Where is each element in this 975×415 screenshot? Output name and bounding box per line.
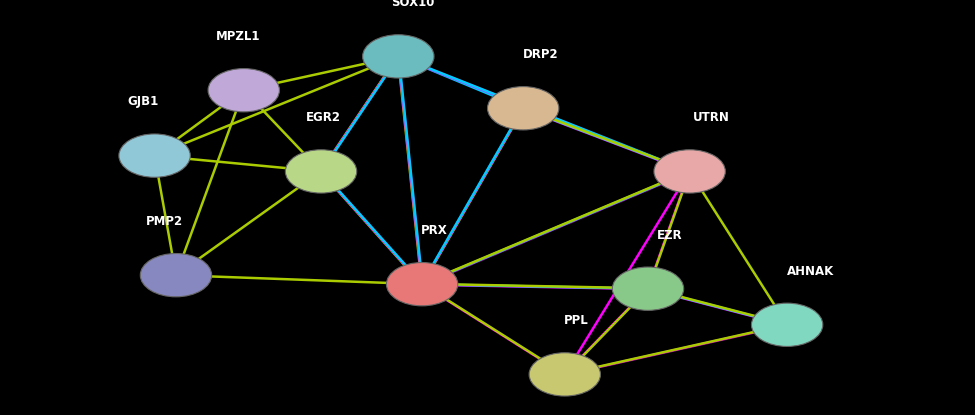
Ellipse shape: [140, 254, 212, 297]
Text: EZR: EZR: [656, 229, 682, 242]
Text: DRP2: DRP2: [524, 49, 559, 61]
Text: SOX10: SOX10: [391, 0, 434, 9]
Ellipse shape: [363, 35, 434, 78]
Ellipse shape: [386, 263, 458, 306]
Text: PPL: PPL: [565, 315, 589, 327]
Ellipse shape: [286, 150, 357, 193]
Text: GJB1: GJB1: [127, 95, 158, 108]
Ellipse shape: [752, 303, 823, 347]
Text: AHNAK: AHNAK: [787, 265, 835, 278]
Ellipse shape: [119, 134, 190, 177]
Ellipse shape: [529, 353, 601, 396]
Ellipse shape: [654, 150, 725, 193]
Text: MPZL1: MPZL1: [215, 30, 260, 43]
Ellipse shape: [488, 87, 559, 130]
Ellipse shape: [208, 68, 280, 112]
Text: PMP2: PMP2: [145, 215, 182, 228]
Text: UTRN: UTRN: [692, 112, 729, 124]
Text: EGR2: EGR2: [306, 111, 341, 124]
Ellipse shape: [612, 267, 683, 310]
Text: PRX: PRX: [420, 224, 448, 237]
